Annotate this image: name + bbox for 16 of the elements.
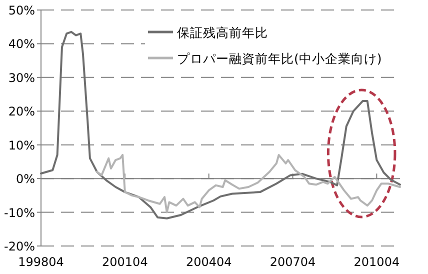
y-tick-label: 30% bbox=[8, 70, 35, 85]
x-tick-label: 199804 bbox=[18, 255, 64, 269]
x-tick-label: 200704 bbox=[270, 255, 316, 269]
line-series bbox=[96, 154, 401, 214]
x-tick-label: 200404 bbox=[186, 255, 232, 269]
y-tick-label: 0% bbox=[16, 172, 35, 186]
legend-label: プロパー融資前年比(中小企業向け) bbox=[177, 51, 382, 66]
y-tick-label: 20% bbox=[8, 104, 35, 119]
legend-label: 保証残高前年比 bbox=[177, 25, 268, 40]
y-tick-label: -20% bbox=[4, 240, 35, 254]
x-tick-label: 200104 bbox=[102, 255, 148, 269]
y-tick-label: 40% bbox=[8, 37, 35, 52]
x-tick-label: 201004 bbox=[354, 255, 400, 269]
y-tick-label: 50% bbox=[8, 4, 35, 18]
y-tick-label: -10% bbox=[4, 206, 35, 220]
y-tick-label: 10% bbox=[8, 138, 35, 152]
